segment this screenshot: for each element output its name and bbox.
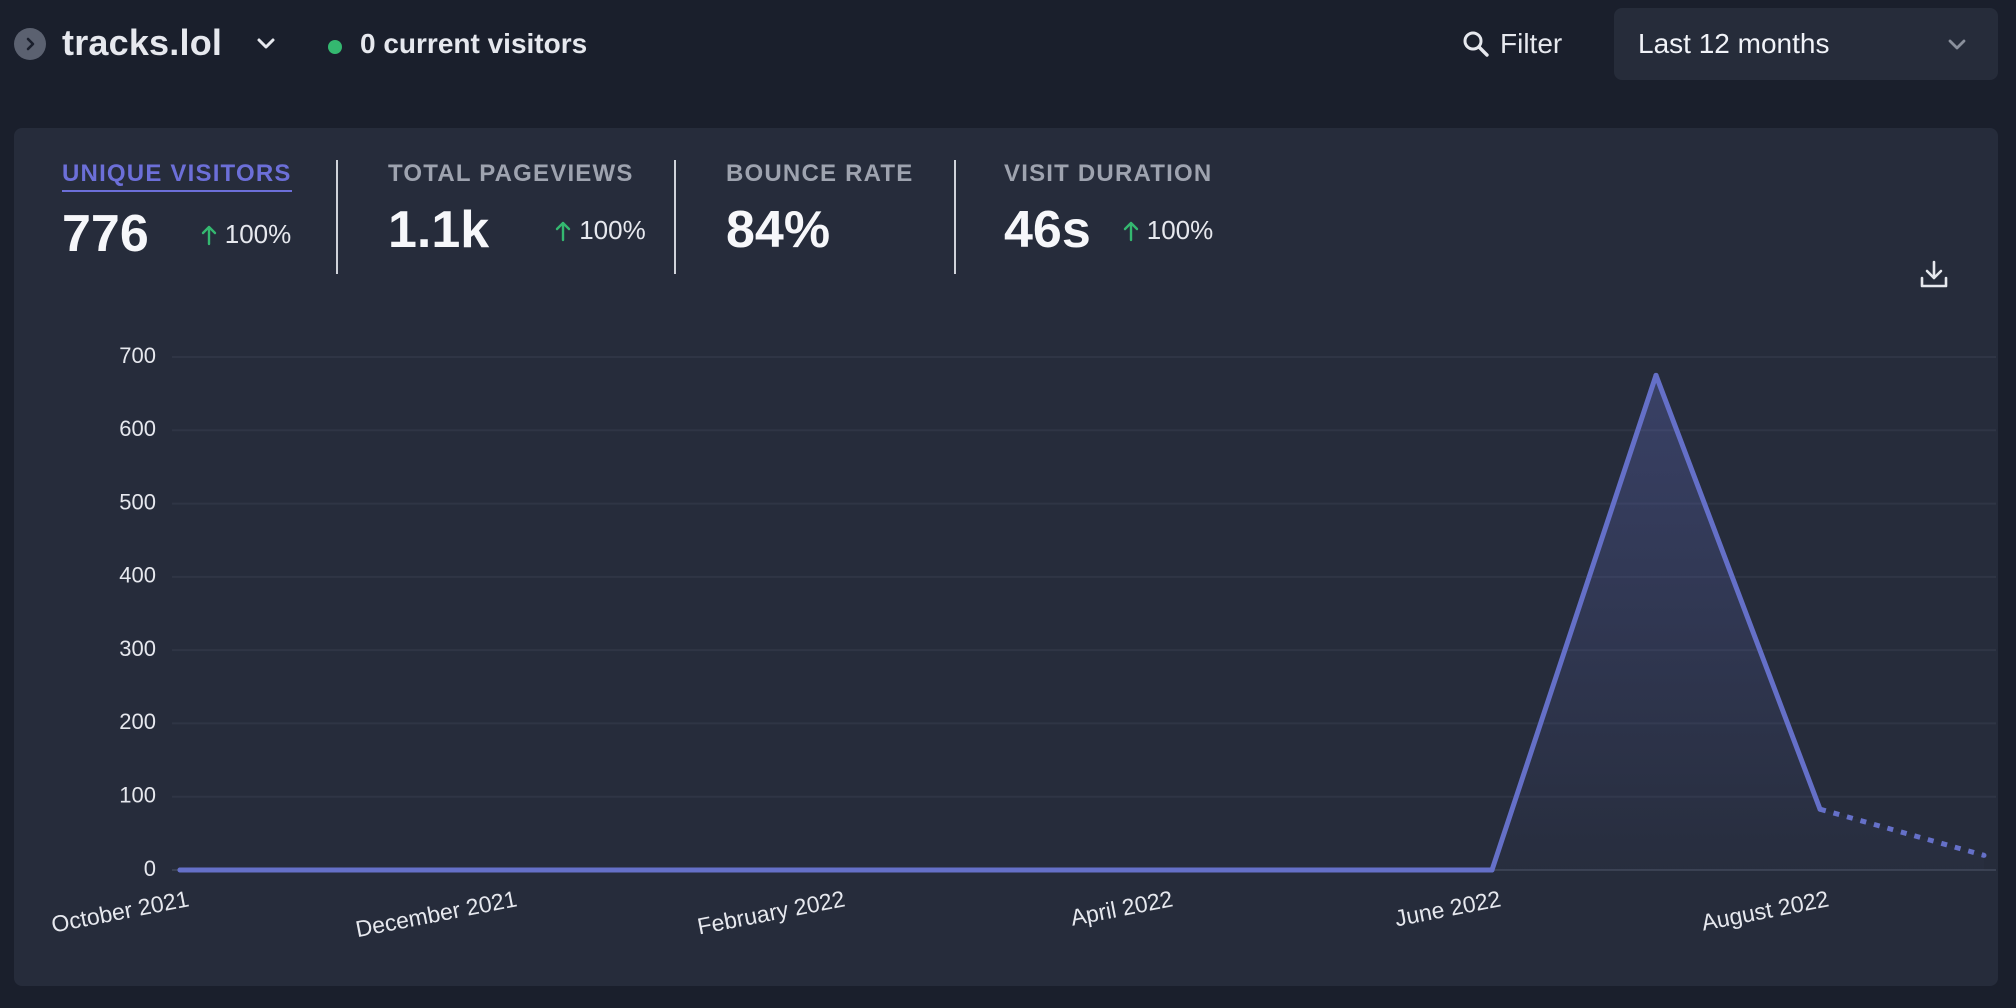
current-visitors[interactable]: 0 current visitors [360, 28, 588, 59]
stats-card: UNIQUE VISITORS 776 100% TOTAL PAGEVIEWS… [14, 128, 1998, 986]
stat-label: VISIT DURATION [1004, 160, 1213, 187]
stat-divider [674, 160, 676, 274]
stat-label: BOUNCE RATE [726, 160, 914, 187]
x-tick-label: February 2022 [695, 885, 847, 939]
chevron-down-icon[interactable] [254, 32, 278, 56]
data-point[interactable] [833, 867, 839, 873]
y-tick-label: 200 [119, 709, 156, 734]
stat-total-pageviews[interactable]: TOTAL PAGEVIEWS 1.1k 100% [388, 160, 646, 256]
x-tick-label: April 2022 [1068, 885, 1175, 930]
filter-button[interactable]: Filter [1462, 24, 1562, 64]
y-tick-label: 700 [119, 343, 156, 368]
period-label: Last 12 months [1638, 28, 1830, 59]
site-name[interactable]: tracks.lol [62, 22, 223, 63]
stat-change-value: 100% [224, 219, 292, 249]
data-point[interactable] [669, 867, 675, 873]
x-tick-label: October 2021 [49, 885, 191, 937]
stat-label: TOTAL PAGEVIEWS [388, 160, 634, 187]
stat-change: 100% [201, 219, 292, 250]
y-tick-label: 0 [144, 856, 156, 881]
arrow-up-icon [556, 221, 571, 241]
line-chart: 0 100 200 300 400 500 600 700 October 2021 Decem… [49, 343, 1996, 942]
stat-change-value: 100% [579, 215, 646, 245]
data-point[interactable] [997, 867, 1003, 873]
data-point[interactable] [1489, 867, 1495, 873]
data-point[interactable] [1161, 867, 1167, 873]
data-point[interactable] [1817, 806, 1823, 812]
data-point[interactable] [505, 867, 511, 873]
y-tick-label: 600 [119, 416, 156, 441]
stat-change: 100% [1123, 215, 1214, 246]
nav-toggle-icon[interactable] [14, 28, 46, 60]
stat-divider [336, 160, 338, 274]
y-tick-label: 300 [119, 636, 156, 661]
arrow-up-icon [1123, 221, 1138, 241]
filter-label: Filter [1500, 28, 1563, 59]
stat-label: UNIQUE VISITORS [62, 160, 292, 192]
download-icon[interactable] [1918, 258, 1950, 290]
stat-visit-duration[interactable]: VISIT DURATION 46s 100% [1004, 160, 1213, 256]
data-point[interactable] [1325, 867, 1331, 873]
stat-value: 776 [62, 205, 149, 263]
visitors-chart[interactable]: 0 100 200 300 400 500 600 700 October 2021 Decem… [14, 128, 1998, 986]
y-tick-label: 100 [119, 783, 156, 808]
stat-value: 84% [726, 201, 831, 259]
data-point[interactable] [1981, 852, 1987, 858]
data-point[interactable] [341, 867, 347, 873]
stat-divider [954, 160, 956, 274]
search-icon [1463, 31, 1489, 57]
chevron-down-icon [1948, 39, 1966, 50]
y-tick-label: 500 [119, 489, 156, 514]
series-area [180, 375, 1984, 870]
x-tick-label: December 2021 [353, 885, 519, 942]
stat-value: 1.1k [388, 201, 490, 259]
x-tick-label: June 2022 [1393, 885, 1503, 931]
y-tick-label: 400 [119, 563, 156, 588]
arrow-up-icon [201, 225, 216, 245]
top-bar: tracks.lol 0 current visitors Filter Las… [0, 0, 2016, 90]
live-indicator-icon [328, 40, 342, 54]
data-point[interactable] [177, 867, 183, 873]
stat-change-value: 100% [1146, 215, 1214, 245]
stat-unique-visitors[interactable]: UNIQUE VISITORS 776 100% [62, 160, 292, 260]
period-select[interactable]: Last 12 months [1614, 8, 1998, 80]
series-line-incomplete [1819, 806, 1985, 858]
x-tick-label: August 2022 [1699, 885, 1831, 935]
data-point[interactable] [1653, 372, 1659, 378]
stat-bounce-rate[interactable]: BOUNCE RATE 84% [726, 160, 913, 256]
stat-value: 46s [1004, 201, 1091, 259]
stat-change: 100% [555, 215, 646, 246]
